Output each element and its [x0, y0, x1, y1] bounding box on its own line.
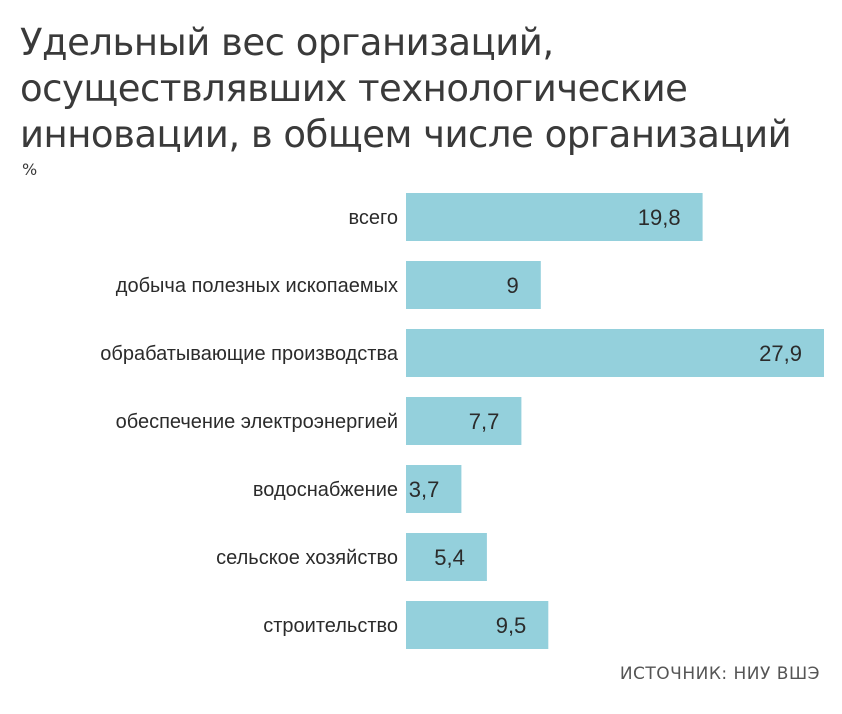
value-label-3: 7,7 [469, 409, 500, 434]
category-label-3: обеспечение электроэнергией [116, 411, 398, 433]
value-label-0: 19,8 [638, 205, 681, 230]
category-label-0: всего [348, 207, 398, 229]
bar-2 [406, 329, 824, 377]
source-note: ИСТОЧНИК: НИУ ВШЭ [619, 664, 820, 684]
bar-5 [406, 533, 487, 581]
category-label-1: добыча полезных ископаемых [116, 275, 398, 297]
category-label-5: сельское хозяйство [216, 547, 398, 569]
value-label-6: 9,5 [496, 613, 527, 638]
bar-1 [406, 261, 541, 309]
bar-6 [406, 601, 549, 649]
category-label-4: водоснабжение [253, 479, 398, 501]
bar-4 [406, 465, 462, 513]
bar-3 [406, 397, 522, 445]
value-label-4: 3,7 [409, 477, 440, 502]
value-label-2: 27,9 [759, 341, 802, 366]
bar-0 [406, 193, 703, 241]
unit-label: % [22, 160, 38, 179]
category-label-2: обрабатывающие производства [100, 343, 399, 365]
category-label-6: строительство [263, 615, 398, 637]
value-label-5: 5,4 [434, 545, 465, 570]
value-label-1: 9 [507, 273, 519, 298]
chart-title: Удельный вес организаций, осуществлявших… [20, 21, 792, 156]
